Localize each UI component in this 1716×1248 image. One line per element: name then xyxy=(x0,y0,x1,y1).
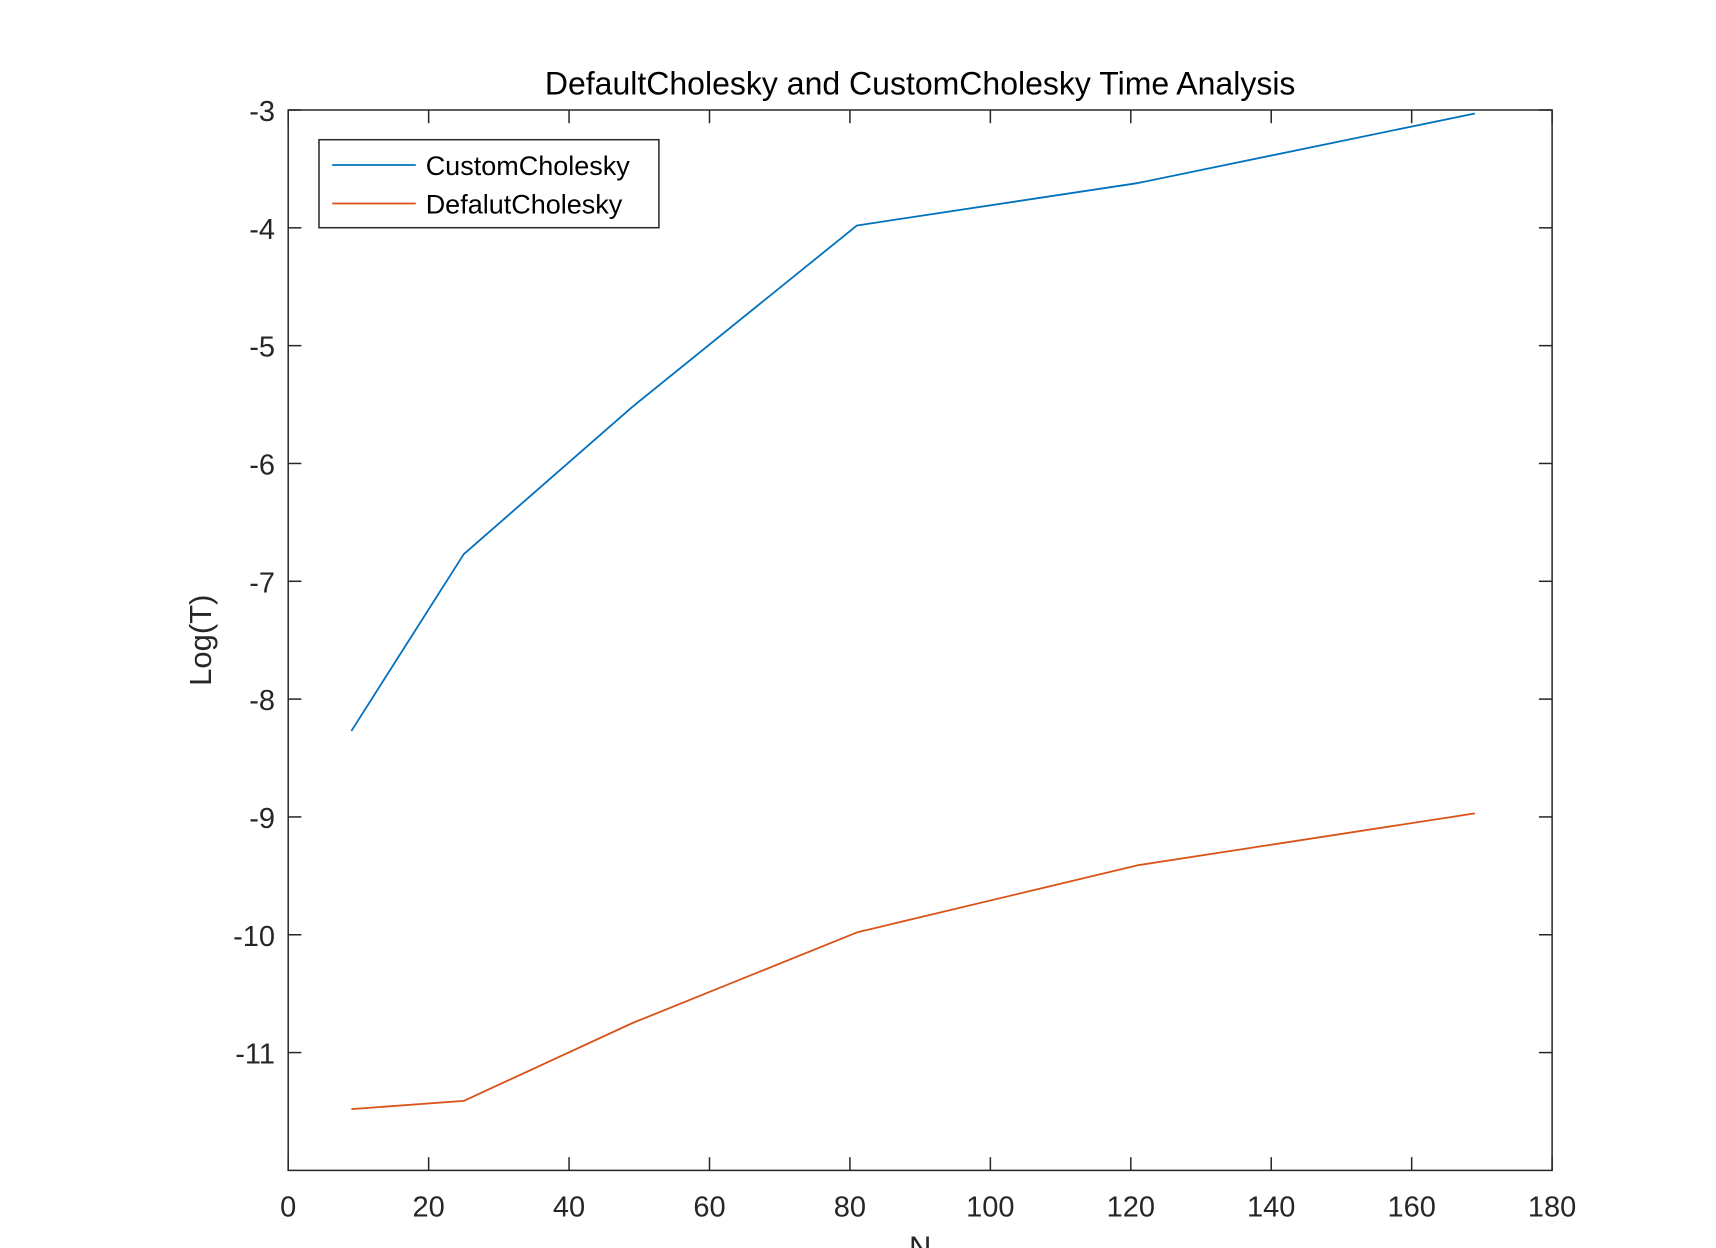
y-tick-label: -7 xyxy=(249,567,275,599)
legend-label-defalutcholesky: DefalutCholesky xyxy=(426,189,623,219)
y-axis-title: Log(T) xyxy=(183,595,218,686)
axes-box xyxy=(287,109,1553,1172)
series-layer xyxy=(350,112,1476,1111)
y-tick-label: -6 xyxy=(249,449,275,481)
legend-label-customcholesky: CustomCholesky xyxy=(426,151,631,181)
x-tick-label: 80 xyxy=(834,1192,866,1224)
y-tick-label: -8 xyxy=(249,685,275,717)
x-tick-label: 140 xyxy=(1247,1192,1295,1224)
x-tick-label: 120 xyxy=(1107,1192,1155,1224)
x-tick-label: 20 xyxy=(413,1192,445,1224)
x-tick-label: 160 xyxy=(1387,1192,1435,1224)
x-axis-title: N xyxy=(909,1229,931,1248)
y-tick-label: -9 xyxy=(249,803,275,835)
x-tick-label: 100 xyxy=(966,1192,1014,1224)
x-axis: 0 20 40 60 80 100 120 140 160 180 xyxy=(280,110,1576,1224)
y-tick-label: -11 xyxy=(235,1039,275,1071)
x-tick-label: 180 xyxy=(1528,1192,1576,1224)
x-tick-label: 60 xyxy=(693,1192,725,1224)
x-tick-label: 0 xyxy=(280,1192,296,1224)
series-line-customcholesky xyxy=(350,112,1476,732)
series-line-defalutcholesky xyxy=(351,812,1475,1111)
y-tick-label: -4 xyxy=(249,214,275,246)
chart-title: DefaultCholesky and CustomCholesky Time … xyxy=(545,66,1296,102)
y-tick-label: -5 xyxy=(249,332,275,364)
y-tick-label: -3 xyxy=(249,96,275,128)
legend-box xyxy=(318,138,660,229)
y-tick-label: -10 xyxy=(233,921,275,953)
y-axis: -3 -4 -5 -6 -7 -8 -9 -10 -11 xyxy=(233,96,1553,1071)
x-tick-label: 40 xyxy=(553,1192,585,1224)
legend: CustomCholesky DefalutCholesky xyxy=(318,138,660,229)
